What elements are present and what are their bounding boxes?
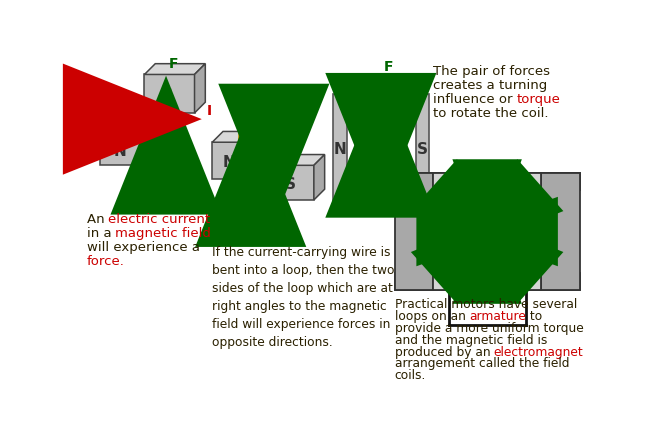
Text: The pair of forces: The pair of forces (433, 65, 550, 78)
Polygon shape (395, 173, 433, 290)
Polygon shape (314, 155, 324, 200)
Text: arrangement called the field: arrangement called the field (395, 357, 569, 371)
Polygon shape (274, 155, 324, 165)
Polygon shape (100, 124, 159, 134)
Ellipse shape (108, 115, 115, 123)
Polygon shape (415, 94, 430, 202)
Circle shape (505, 217, 512, 224)
Text: armature: armature (469, 310, 526, 323)
Text: N: N (114, 144, 126, 159)
Polygon shape (395, 273, 580, 290)
Text: provide a more uniform torque: provide a more uniform torque (395, 321, 584, 335)
Text: loops on an: loops on an (395, 310, 469, 323)
Text: F: F (277, 216, 287, 230)
Polygon shape (274, 165, 314, 200)
Text: Practical motors have several: Practical motors have several (395, 298, 577, 311)
Polygon shape (433, 173, 541, 290)
Text: An: An (86, 213, 109, 226)
Text: produced by an: produced by an (395, 345, 494, 359)
Text: torque: torque (517, 93, 560, 106)
Text: in a: in a (86, 227, 116, 240)
Text: electromagnet: electromagnet (493, 345, 583, 359)
Polygon shape (111, 115, 164, 123)
Text: If the current-carrying wire is
bent into a loop, then the two
sides of the loop: If the current-carrying wire is bent int… (213, 246, 395, 349)
Polygon shape (194, 64, 205, 113)
Polygon shape (213, 131, 263, 142)
Text: magnetic field: magnetic field (116, 227, 211, 240)
Circle shape (470, 207, 476, 214)
Polygon shape (395, 173, 580, 190)
Text: and the magnetic field is: and the magnetic field is (395, 333, 547, 347)
Circle shape (484, 202, 491, 209)
Text: S: S (161, 88, 172, 103)
Text: F: F (384, 59, 393, 74)
Text: S: S (417, 143, 428, 158)
Text: I: I (207, 104, 212, 118)
Circle shape (484, 251, 491, 258)
Text: to rotate the coil.: to rotate the coil. (433, 107, 549, 120)
Polygon shape (213, 142, 252, 179)
Circle shape (462, 217, 469, 224)
Circle shape (500, 242, 508, 249)
Text: influence or: influence or (433, 93, 517, 106)
Circle shape (497, 207, 504, 214)
Polygon shape (148, 124, 159, 165)
Polygon shape (252, 131, 263, 179)
Circle shape (402, 112, 411, 122)
Polygon shape (541, 173, 580, 290)
Text: F: F (254, 89, 263, 103)
Text: S: S (285, 177, 296, 192)
Text: electric current: electric current (109, 213, 211, 226)
Polygon shape (237, 128, 280, 202)
Text: S: S (525, 224, 536, 239)
Text: coils.: coils. (395, 369, 426, 382)
Text: creates a turning: creates a turning (433, 79, 547, 92)
Polygon shape (144, 64, 205, 74)
Text: N: N (437, 224, 450, 239)
Circle shape (467, 242, 474, 249)
Text: will experience a: will experience a (86, 241, 200, 254)
Text: N: N (333, 143, 346, 158)
Circle shape (352, 170, 361, 179)
Circle shape (455, 199, 519, 264)
Polygon shape (144, 74, 194, 113)
Polygon shape (333, 94, 347, 202)
Text: F: F (384, 206, 393, 220)
Text: F: F (169, 57, 179, 71)
Text: force.: force. (86, 255, 125, 268)
Text: to: to (525, 310, 541, 323)
Polygon shape (100, 134, 148, 165)
Text: N: N (223, 155, 235, 170)
